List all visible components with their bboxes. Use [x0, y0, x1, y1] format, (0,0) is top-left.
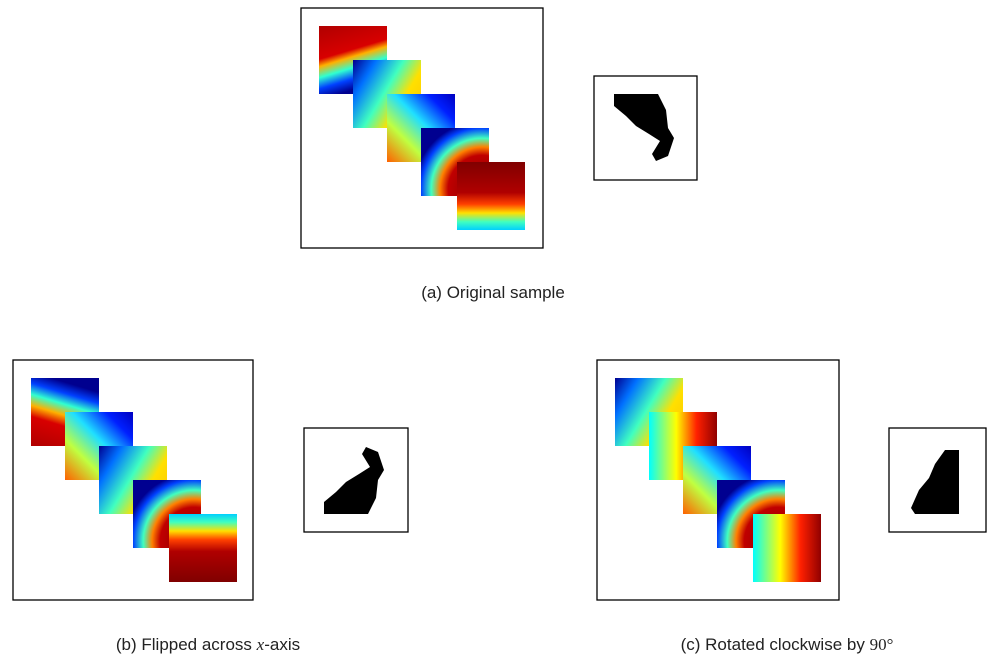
image-tile: [457, 162, 525, 230]
caption: (c) Rotated clockwise by 90°: [681, 635, 894, 654]
caption-text: -axis: [264, 635, 300, 654]
caption-text: (a) Original sample: [421, 283, 565, 302]
image-tile: [169, 514, 237, 582]
caption-text: (c) Rotated clockwise by: [681, 635, 870, 654]
caption: (a) Original sample: [421, 283, 565, 302]
caption-math: 90°: [870, 635, 894, 654]
image-tile: [753, 514, 821, 582]
image-tiles: [13, 8, 986, 600]
figure: (a) Original sample (b) Flipped across x…: [0, 0, 987, 657]
caption: (b) Flipped across x-axis: [116, 635, 300, 654]
caption-text: (b) Flipped across: [116, 635, 257, 654]
